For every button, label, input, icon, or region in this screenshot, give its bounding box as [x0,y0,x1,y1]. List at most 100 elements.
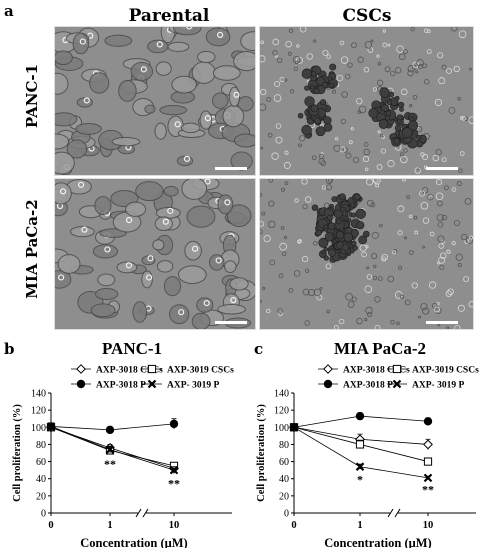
significance-mark: ** [422,483,434,497]
sphere-cell [353,193,361,201]
data-point [392,379,402,389]
cell [304,320,310,326]
cell [274,80,281,88]
cell [55,112,78,127]
sphere-cell [315,126,326,137]
y-tick-label: 80 [279,440,289,451]
cell [334,137,339,141]
cell [332,89,337,94]
cell [364,41,373,49]
sphere-cell [343,232,354,242]
scale-bar [426,167,458,170]
sphere-cell [399,107,404,112]
sphere-cell [324,232,334,242]
cell [387,43,391,47]
sphere-cell [350,228,359,238]
cell [55,151,75,175]
sphere-cell [379,87,390,98]
cell [229,277,249,291]
scale-bar [215,321,247,324]
axis-break [390,510,398,516]
cell [340,118,346,124]
y-tick-label: 40 [279,474,289,485]
cell [380,148,387,154]
significance-mark: * [357,472,363,486]
cell [294,198,299,203]
cell [280,226,285,230]
cell [81,226,88,233]
sphere-cell [358,235,368,245]
cell [387,275,395,283]
cell [345,292,353,301]
cell [366,179,374,186]
data-point [355,462,365,471]
cell [363,142,369,147]
series-axp-3018-p [46,418,179,435]
sphere-cell [322,224,328,230]
sphere-cell [416,135,422,141]
cell [380,134,384,138]
cell [328,179,334,183]
data-point [105,445,115,454]
cell [396,321,400,326]
cell [285,40,292,48]
cell [446,249,451,254]
cell [377,130,381,134]
cell [162,218,169,225]
cell [313,288,322,297]
cell [403,148,408,153]
cell [118,79,137,102]
cell [278,311,283,317]
cell [432,154,440,162]
cell [260,229,263,235]
sphere-cell [301,124,312,136]
cell [418,315,421,319]
cell [94,196,112,216]
micrograph-mia-parental [54,178,256,330]
cell [468,116,473,124]
cell [277,308,283,314]
sphere-cell [401,127,413,139]
legend-label: AXP-3018 P [343,381,393,391]
cell [364,167,369,172]
y-tick-label: 40 [36,474,46,485]
series-axp-3019-p [46,422,179,475]
cell [183,155,191,162]
cell [463,276,470,283]
cell [89,72,110,94]
scale-bar [426,321,458,324]
cell [422,217,430,224]
cell [272,38,280,46]
y-tick-label: 0 [284,509,289,520]
cell [55,72,69,95]
cell [111,136,141,147]
cell [230,297,237,304]
cell [469,67,472,71]
y-tick-label: 20 [36,491,46,502]
x-axis-label: Concentration (μM) [324,536,431,548]
cell [412,94,418,100]
cell [217,304,246,315]
cell [367,311,373,317]
cell [408,250,414,255]
cell [376,54,380,58]
cell [297,239,302,244]
cell [446,68,452,74]
data-point [423,457,433,466]
cell [350,127,354,131]
cell [171,75,197,94]
cell [453,220,460,227]
cell [299,135,306,142]
cell [364,285,373,294]
cell [265,308,271,314]
cell [204,115,211,122]
sphere-cell [336,230,345,240]
cell [422,245,426,249]
cell [418,63,424,70]
data-point [46,422,56,431]
column-header-cscs: CSCs [342,6,392,26]
cell [78,181,85,188]
cell [167,207,174,215]
cell [333,144,341,152]
sphere-cell [356,221,365,230]
